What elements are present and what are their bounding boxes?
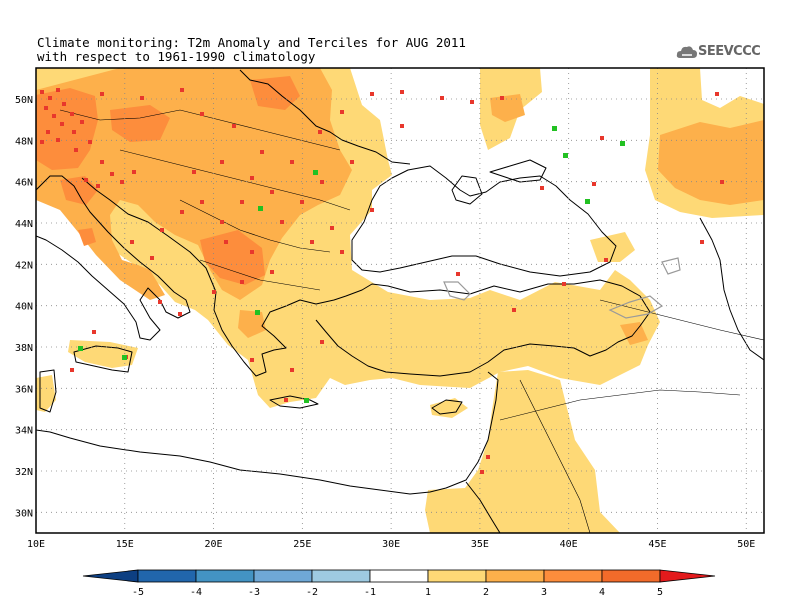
lon-tick-label: 15E: [116, 539, 134, 550]
map-title: Climate monitoring: T2m Anomaly and Terc…: [37, 36, 466, 64]
lat-tick-label: 48N: [15, 136, 33, 147]
lon-tick-label: 35E: [471, 539, 489, 550]
italy-coast: [36, 175, 191, 341]
latitude-labels: 30N 32N 34N 36N 38N 40N 42N 44N 46N 48N 50N: [15, 95, 33, 519]
colorbar-tick-label: 2: [483, 587, 489, 598]
colorbar: [82, 569, 716, 583]
sicily: [73, 345, 133, 373]
colorbar-segment: [137, 569, 197, 583]
lon-tick-label: 50E: [737, 539, 755, 550]
colorbar-segment: [601, 569, 661, 583]
azov-sea: [489, 159, 547, 183]
colorbar-high-extension: [659, 569, 716, 583]
lat-tick-label: 32N: [15, 467, 33, 478]
north-africa-levant-coast: [36, 371, 499, 495]
colorbar-tick-label: 4: [599, 587, 605, 598]
colorbar-labels: -5 -4 -3 -2 -1 1 2 3 4 5: [132, 587, 663, 598]
colorbar-segment: [543, 569, 603, 583]
crimea: [451, 175, 483, 205]
colorbar-segment: [427, 569, 487, 583]
logo-text: SEEVCCC: [698, 44, 761, 59]
cyprus: [431, 399, 463, 415]
crete: [269, 395, 319, 409]
colorbar-tick-label: -5: [132, 587, 144, 598]
lat-tick-label: 42N: [15, 260, 33, 271]
seevccc-logo: SEEVCCC: [676, 42, 768, 64]
colorbar-segment: [253, 569, 313, 583]
lon-tick-label: 45E: [648, 539, 666, 550]
colorbar-tick-label: 1: [425, 587, 431, 598]
black-sea: [351, 165, 617, 277]
lon-tick-label: 30E: [382, 539, 400, 550]
lat-tick-label: 38N: [15, 343, 33, 354]
lat-tick-label: 40N: [15, 302, 33, 313]
lat-tick-label: 30N: [15, 508, 33, 519]
caspian-coast: [699, 217, 764, 361]
longitude-labels: 10E 15E 20E 25E 30E 35E 40E 45E 50E: [27, 539, 755, 550]
colorbar-tick-label: -3: [248, 587, 260, 598]
balkan-anatolia-coast: [81, 177, 651, 377]
colorbar-tick-label: 3: [541, 587, 547, 598]
title-line-1: Climate monitoring: T2m Anomaly and Terc…: [37, 35, 466, 50]
colorbar-tick-label: -1: [364, 587, 376, 598]
sardinia: [39, 369, 57, 413]
colorbar-tick-label: -4: [190, 587, 202, 598]
anomaly-3-4-area: [36, 76, 300, 285]
lon-tick-label: 10E: [27, 539, 45, 550]
lat-tick-label: 36N: [15, 384, 33, 395]
inland-border-north: [239, 69, 411, 165]
lat-tick-label: 44N: [15, 219, 33, 230]
lower-tercile-markers: [78, 126, 625, 403]
country-borders: [59, 109, 764, 533]
anomaly-fields: [36, 68, 764, 533]
colorbar-segment: [195, 569, 255, 583]
lon-tick-label: 25E: [293, 539, 311, 550]
cloud-icon: [676, 46, 697, 58]
colorbar-tick-label: -2: [306, 587, 318, 598]
title-line-2: with respect to 1961-1990 climatology: [37, 49, 316, 64]
upper-tercile-markers: [40, 88, 724, 474]
red-sea-gulf: [465, 481, 501, 533]
lon-tick-label: 20E: [205, 539, 223, 550]
colorbar-low-extension: [82, 569, 139, 583]
colorbar-tick-label: 5: [657, 587, 663, 598]
coastlines: [36, 69, 764, 533]
map-frame: [35, 67, 765, 534]
lat-tick-label: 34N: [15, 426, 33, 437]
lon-tick-label: 40E: [560, 539, 578, 550]
lat-tick-label: 46N: [15, 178, 33, 189]
lat-tick-label: 50N: [15, 95, 33, 106]
colorbar-segment: [485, 569, 545, 583]
colorbar-segment: [369, 569, 429, 583]
colorbar-segment: [311, 569, 371, 583]
